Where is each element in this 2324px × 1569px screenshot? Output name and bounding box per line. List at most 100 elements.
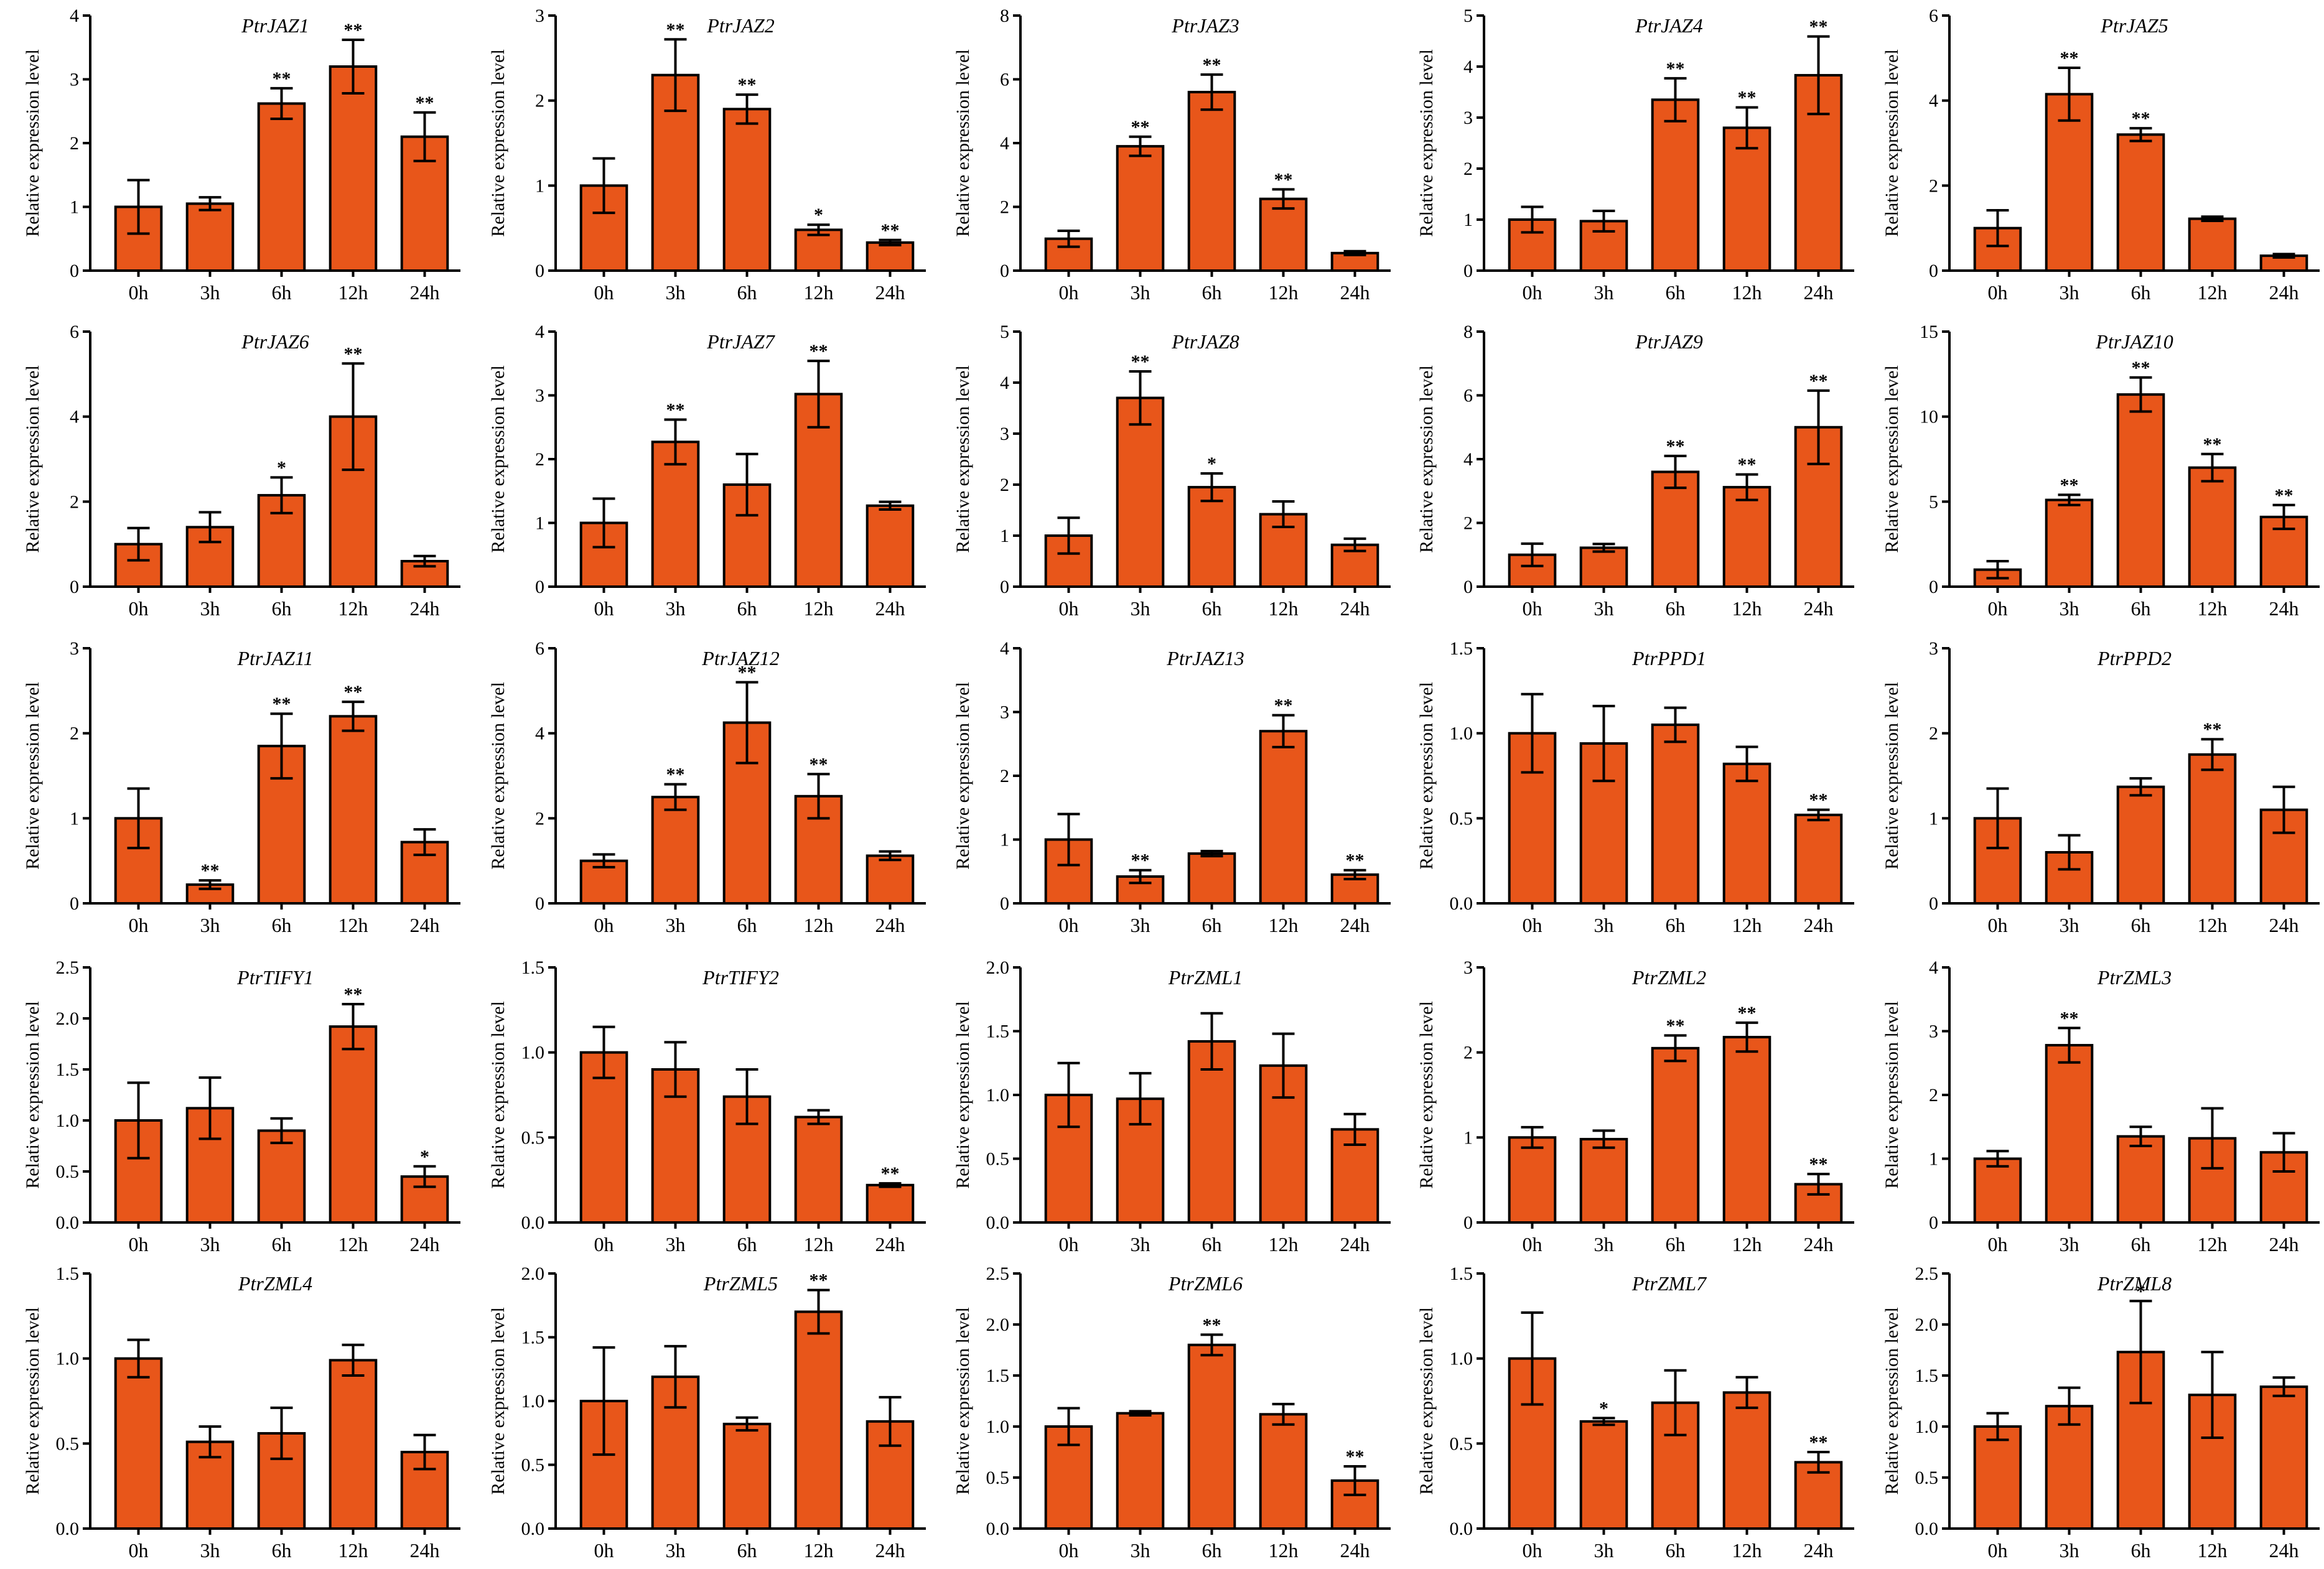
y-tick-label: 2.0: [56, 1008, 80, 1029]
bar: [1508, 1136, 1557, 1224]
y-tick-label: 0: [535, 577, 544, 597]
x-tick-label: 6h: [737, 914, 757, 936]
y-tick-label: 2: [1463, 1043, 1473, 1063]
bar: [866, 854, 915, 905]
significance-mark: **: [1203, 55, 1221, 75]
x-tick-label: 3h: [666, 281, 686, 304]
y-tick-label: 0: [70, 261, 79, 281]
y-tick-label: 0: [1000, 893, 1009, 914]
y-tick-label: 1: [70, 197, 79, 218]
y-tick-label: 6: [1463, 386, 1473, 406]
x-tick-label: 0h: [1059, 1233, 1079, 1255]
x-tick-label: 12h: [338, 914, 368, 936]
x-tick-label: 12h: [1269, 1233, 1299, 1255]
x-tick-label: 6h: [1666, 914, 1686, 936]
x-tick-label: 24h: [2269, 597, 2299, 620]
y-tick-label: 8: [1463, 322, 1473, 342]
significance-mark: **: [416, 93, 434, 113]
x-tick-label: 3h: [1131, 1539, 1150, 1562]
bar: [185, 202, 235, 272]
significance-mark: **: [738, 75, 757, 95]
significance-mark: **: [1131, 352, 1150, 372]
significance-mark: **: [1809, 17, 1828, 37]
y-tick-label: 0: [1929, 577, 1938, 597]
y-tick-label: 1.5: [56, 1264, 80, 1284]
significance-mark: *: [1599, 1398, 1608, 1418]
bar: [2188, 466, 2237, 588]
significance-mark: **: [2203, 719, 2222, 740]
x-tick-label: 3h: [2060, 281, 2079, 304]
x-tick-label: 24h: [1340, 914, 1370, 936]
significance-mark: **: [1809, 371, 1828, 391]
x-tick-label: 24h: [410, 914, 440, 936]
x-tick-label: 6h: [1202, 597, 1222, 620]
y-tick-label: 2: [535, 91, 544, 111]
significance-mark: **: [201, 860, 220, 881]
x-tick-label: 0h: [1523, 914, 1542, 936]
chart-title: PtrZML5: [703, 1272, 778, 1295]
x-tick-label: 6h: [1666, 1233, 1686, 1255]
y-tick-label: 1.0: [521, 1391, 545, 1412]
bar: [257, 102, 306, 272]
bar-chart-PtrJAZ12: 0 2 4 6 Relative expression level PtrJAZ12 0h *…: [488, 638, 926, 936]
x-tick-label: 24h: [1804, 597, 1834, 620]
y-tick-label: 0.5: [56, 1162, 80, 1182]
chart-title: PtrJAZ13: [1166, 647, 1244, 669]
x-tick-label: 24h: [875, 281, 905, 304]
y-axis-label: Relative expression level: [1416, 682, 1437, 870]
y-tick-label: 1: [1000, 830, 1009, 850]
bar: [2116, 785, 2165, 905]
bar: [2188, 217, 2237, 272]
bar-chart-PtrTIFY2: 0.0 0.5 1.0 1.5 Relative expression level Ptr…: [488, 957, 926, 1255]
chart-title: PtrZML3: [2097, 966, 2172, 989]
bar-chart-PtrPPD2: 0 1 2 3 Relative expression level PtrPPD2 0h 3h…: [1882, 638, 2320, 936]
x-tick-label: 12h: [2198, 281, 2228, 304]
significance-mark: **: [2203, 434, 2222, 455]
x-tick-label: 12h: [1269, 914, 1299, 936]
y-tick-label: 0.5: [1450, 808, 1473, 829]
y-tick-label: 2.0: [986, 1315, 1010, 1335]
x-tick-label: 0h: [1523, 281, 1542, 304]
chart-title: PtrJAZ11: [236, 647, 313, 669]
x-tick-label: 6h: [737, 281, 757, 304]
x-tick-label: 3h: [1594, 1233, 1614, 1255]
y-tick-label: 0.5: [986, 1149, 1010, 1170]
y-axis-label: Relative expression level: [488, 365, 508, 553]
x-tick-label: 24h: [410, 281, 440, 304]
x-tick-label: 12h: [1269, 281, 1299, 304]
x-tick-label: 6h: [1202, 914, 1222, 936]
y-tick-label: 0.0: [56, 1519, 80, 1539]
y-tick-label: 4: [70, 6, 79, 26]
y-tick-label: 2: [535, 808, 544, 829]
chart-title: PtrPPD1: [1631, 647, 1706, 669]
x-tick-label: 6h: [2131, 1233, 2151, 1255]
significance-mark: **: [666, 765, 685, 785]
x-tick-label: 0h: [1988, 914, 2008, 936]
y-axis-label: Relative expression level: [22, 1307, 43, 1495]
y-tick-label: 3: [1000, 702, 1009, 723]
chart-title: PtrZML8: [2097, 1272, 2172, 1295]
significance-mark: **: [2275, 485, 2294, 506]
x-tick-label: 6h: [1666, 1539, 1686, 1562]
bar: [1187, 486, 1236, 588]
y-tick-label: 4: [1929, 957, 1938, 978]
bar: [866, 241, 915, 272]
y-tick-label: 1.0: [56, 1349, 80, 1369]
x-tick-label: 3h: [200, 281, 220, 304]
y-tick-label: 3: [535, 6, 544, 26]
y-axis-label: Relative expression level: [488, 682, 508, 870]
y-tick-label: 1.0: [986, 1417, 1010, 1437]
bar: [1259, 1413, 1308, 1530]
y-tick-label: 0.0: [1450, 1519, 1473, 1539]
y-tick-label: 3: [1463, 108, 1473, 128]
y-tick-label: 0.0: [1450, 893, 1473, 914]
x-tick-label: 12h: [2198, 597, 2228, 620]
bar: [794, 1310, 843, 1530]
chart-title: PtrJAZ4: [1635, 14, 1702, 37]
x-tick-label: 12h: [1732, 597, 1762, 620]
y-tick-label: 2.5: [986, 1264, 1010, 1284]
chart-title: PtrJAZ1: [241, 14, 309, 37]
x-tick-label: 3h: [1131, 1233, 1150, 1255]
x-tick-label: 24h: [875, 1233, 905, 1255]
